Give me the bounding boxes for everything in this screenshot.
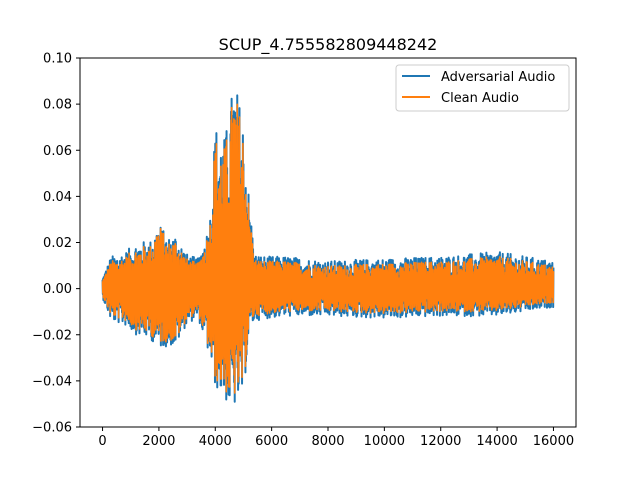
x-tick-label: 0: [98, 434, 106, 449]
x-tick-label: 2000: [142, 434, 175, 449]
legend-label-clean: Clean Audio: [441, 91, 519, 106]
y-tick-label: −0.02: [32, 328, 72, 343]
y-tick-label: −0.04: [32, 374, 72, 389]
y-tick-label: 0.00: [43, 282, 72, 297]
x-tick-label: 10000: [364, 434, 405, 449]
y-tick-label: 0.02: [43, 236, 72, 251]
series-line-clean: [101, 103, 555, 394]
x-tick-label: 8000: [311, 434, 344, 449]
y-tick-label: 0.06: [43, 144, 72, 159]
y-tick-label: 0.08: [43, 98, 72, 113]
x-tick-label: 16000: [533, 434, 574, 449]
legend-label-adversarial: Adversarial Audio: [441, 70, 555, 85]
x-tick-label: 4000: [199, 434, 232, 449]
x-axis: 0 2000 4000 6000 8000 10000 12000 14000 16000: [98, 427, 574, 449]
x-tick-label: 12000: [420, 434, 461, 449]
y-tick-label: 0.04: [43, 190, 72, 205]
legend-box: [395, 64, 570, 112]
y-tick-label: −0.06: [32, 421, 72, 436]
y-axis: −0.06 −0.04 −0.02 0.00 0.02 0.04 0.06 0.08 0.10: [32, 52, 80, 436]
chart-title: SCUP_4.755582809448242: [219, 35, 438, 55]
x-tick-label: 14000: [476, 434, 517, 449]
y-tick-label: 0.10: [43, 52, 72, 67]
legend: Adversarial Audio Clean Audio: [395, 64, 570, 112]
series-layer: [101, 94, 555, 403]
x-tick-label: 6000: [255, 434, 288, 449]
